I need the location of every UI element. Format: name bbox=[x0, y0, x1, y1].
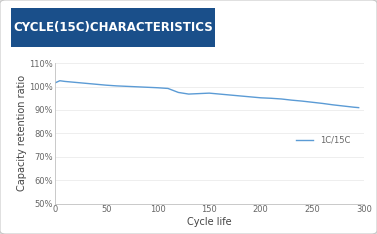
1C/15C bbox=[310, 101, 314, 104]
1C/15C bbox=[248, 95, 253, 98]
1C/15C bbox=[228, 94, 232, 96]
1C/15C bbox=[217, 93, 222, 95]
X-axis label: Cycle life: Cycle life bbox=[187, 217, 231, 227]
1C/15C bbox=[331, 103, 335, 106]
1C/15C bbox=[155, 86, 160, 89]
1C/15C bbox=[83, 82, 88, 85]
1C/15C bbox=[351, 106, 356, 109]
1C/15C bbox=[135, 85, 139, 88]
1C/15C bbox=[279, 98, 284, 100]
1C/15C bbox=[300, 100, 304, 102]
1C/15C bbox=[186, 93, 191, 95]
1C/15C bbox=[93, 83, 98, 86]
Y-axis label: Capacity retention ratio: Capacity retention ratio bbox=[17, 75, 27, 191]
1C/15C bbox=[73, 81, 78, 84]
1C/15C bbox=[68, 80, 72, 83]
1C/15C bbox=[238, 95, 242, 97]
1C/15C bbox=[176, 91, 181, 94]
1C/15C bbox=[145, 86, 150, 89]
1C/15C bbox=[197, 92, 201, 95]
1C/15C bbox=[341, 105, 345, 107]
1C/15C bbox=[58, 79, 62, 82]
1C/15C bbox=[104, 84, 109, 87]
1C/15C bbox=[269, 97, 273, 100]
FancyBboxPatch shape bbox=[11, 8, 215, 47]
Line: 1C/15C: 1C/15C bbox=[55, 81, 359, 108]
1C/15C bbox=[52, 82, 57, 84]
1C/15C bbox=[356, 106, 361, 109]
Text: CYCLE(15C)CHARACTERISTICS: CYCLE(15C)CHARACTERISTICS bbox=[13, 21, 213, 34]
1C/15C bbox=[259, 96, 263, 99]
1C/15C bbox=[114, 84, 119, 87]
1C/15C bbox=[207, 92, 211, 95]
1C/15C bbox=[166, 87, 170, 90]
1C/15C bbox=[63, 80, 67, 83]
1C/15C bbox=[320, 102, 325, 105]
Legend: 1C/15C: 1C/15C bbox=[293, 133, 354, 148]
1C/15C bbox=[124, 85, 129, 88]
1C/15C bbox=[290, 99, 294, 102]
